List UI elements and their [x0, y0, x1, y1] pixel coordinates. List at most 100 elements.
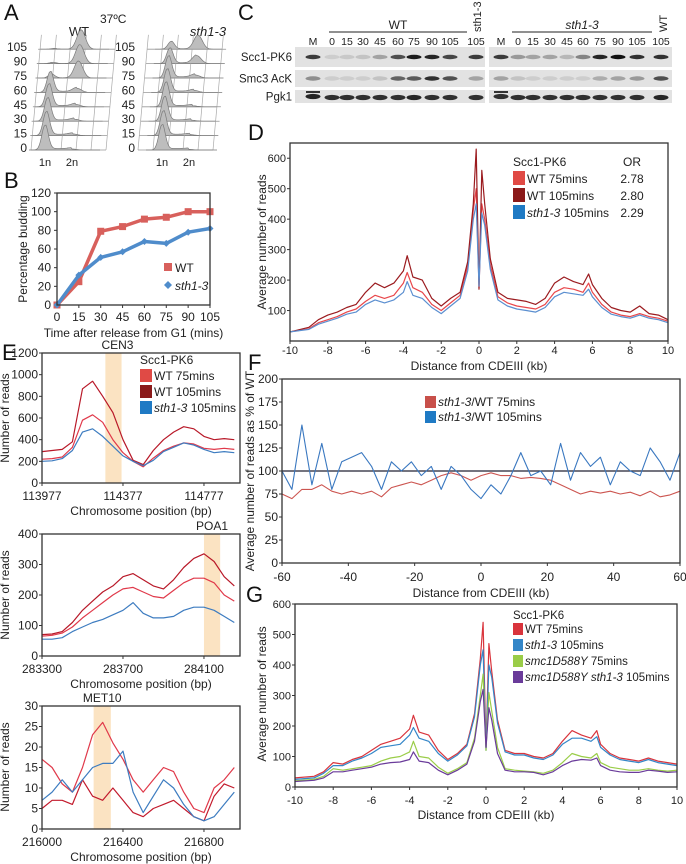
series-line-smc1d588y-sth1-3-105mins: [294, 688, 678, 783]
legend-label: WT 75mins: [525, 624, 583, 636]
y-tick-label: 100: [18, 619, 38, 633]
y-tick-label: 300: [273, 691, 291, 703]
histogram-trace: [147, 110, 219, 136]
legend-swatch: [164, 263, 172, 271]
y-tick-label: 0: [44, 298, 51, 312]
x-tick-label: 216800: [184, 835, 224, 849]
grid-line: [61, 121, 64, 136]
highlight-band: [105, 353, 122, 483]
data-point: [140, 238, 148, 246]
legend-swatch: [425, 411, 436, 423]
x-tick-label: -4: [399, 345, 409, 357]
legend-label: sth1-3 105mins: [527, 206, 609, 220]
grid-line: [145, 49, 148, 64]
grid-line: [113, 49, 116, 64]
series-line-wt-75mins: [41, 721, 235, 814]
series-line-sth1-3-105mins: [42, 602, 235, 640]
blot-band: [542, 54, 558, 60]
blot-band: [542, 76, 558, 81]
grid-line: [93, 106, 96, 122]
blot-band: [442, 76, 458, 81]
grid-line: [106, 121, 109, 136]
text-part: /WT 75mins: [471, 395, 535, 409]
y-axis-label: Average number of reads as % of WT: [243, 370, 257, 571]
blot-band: [372, 54, 388, 60]
y-tick-label: 25: [25, 720, 39, 734]
histogram-trace: [38, 29, 110, 50]
y-tick-label: 15: [25, 761, 39, 775]
y-axis-label: Average number of reads: [255, 626, 269, 761]
y-tick-label: 0: [31, 476, 38, 490]
blot-band: [324, 94, 340, 101]
y-tick-label: 0: [31, 822, 38, 836]
legend-label: WT: [175, 261, 194, 275]
y-tick-label: 40: [38, 261, 52, 275]
histogram-trace: [152, 55, 224, 79]
timepoint-label: 30: [14, 112, 28, 126]
cen3-chart: CEN3 0 200 400 600 800 1000 1200 113977 114377 114…: [0, 338, 241, 518]
grid-line: [97, 63, 100, 79]
x-tick-label: 4: [552, 345, 558, 357]
series-line-sth1-3-105mins: [294, 649, 678, 780]
grid-line: [204, 63, 207, 79]
x-axis-label: Distance from CDEIII (kb): [411, 359, 548, 373]
blot-band: [305, 54, 321, 60]
cdeiii-profile-chart-d: 100 200 300 400 500 600 -10 -8 -6 -4 -2 0 2 4 6 8 10 Dist…: [255, 142, 674, 373]
histogram-trace: [146, 124, 217, 151]
blot-row-label: Scc1-PK6: [241, 52, 292, 64]
x-tick-label: -6: [361, 345, 371, 357]
marker-band: [494, 91, 508, 93]
y-axis-label: Number of reads: [0, 373, 12, 462]
y-tick-label: 125: [258, 441, 278, 455]
plot-frame: [41, 533, 241, 657]
lane-label: 30: [544, 36, 556, 48]
x-tick-label: 45: [116, 310, 130, 324]
ratio-chart-f: 0 25 50 75 100 125 150 175 200 -60 -40 -20 0 20 40 60 Di…: [243, 370, 686, 600]
timepoint-label: 45: [14, 98, 28, 112]
legend: WT sth1-3: [164, 261, 209, 293]
text-part: 75mins: [588, 656, 629, 668]
grid-line: [201, 92, 204, 107]
grid-line: [137, 135, 140, 151]
x-tick-label: 216400: [103, 835, 143, 849]
grid-line: [112, 63, 115, 79]
blot-band: [629, 94, 645, 101]
x-tick-label: 40: [607, 570, 621, 584]
blot-band: [390, 54, 406, 60]
histogram-title: 37ºC: [100, 12, 127, 26]
grid-line: [183, 121, 186, 136]
x-axis-label: Chromosome position (bp): [70, 850, 211, 864]
text-part: sth1-3: [527, 206, 561, 220]
y-tick-label: 400: [273, 660, 291, 672]
blot-band: [592, 54, 608, 60]
blot-band: [305, 93, 321, 100]
y-tick-label: 75: [265, 487, 279, 501]
y-tick-label: 400: [18, 527, 38, 541]
blot-row-label: Smc3 AcK: [239, 74, 292, 86]
series-line-sth1-3-105mins: [289, 203, 669, 333]
blot-band: [510, 76, 526, 81]
grid-line: [33, 106, 36, 122]
lane-label: M: [309, 36, 318, 48]
blot-band: [575, 54, 591, 60]
y-tick-label: 175: [258, 395, 278, 409]
data-point: [97, 227, 105, 235]
blot-band: [610, 94, 626, 101]
lane-label: 105: [628, 36, 646, 48]
y-tick-label: 200: [258, 372, 278, 386]
legend: Scc1-PK6 WT 75mins WT 105mins sth1-3 105min…: [140, 353, 236, 415]
legend-swatch: [425, 396, 436, 408]
blot-band: [372, 94, 388, 101]
y-tick-label: 20: [38, 279, 52, 293]
legend-label: WT 75mins: [154, 369, 214, 383]
panel-label-c: C: [238, 0, 254, 25]
x-tick-label: 8: [627, 345, 633, 357]
text-part: 105mins: [560, 206, 609, 220]
grid-line: [79, 92, 82, 107]
x-axis-label: Chromosome position (bp): [70, 504, 211, 518]
legend-label: WT 105mins: [154, 385, 221, 399]
y-tick-label: 300: [18, 558, 38, 572]
blot-band: [542, 94, 558, 101]
grid-line: [39, 34, 42, 50]
legend-swatch: [140, 369, 152, 382]
